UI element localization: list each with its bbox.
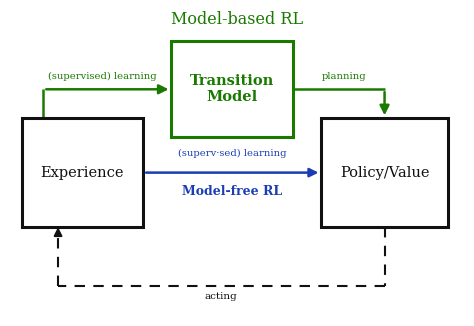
Text: planning: planning (321, 72, 366, 81)
Text: Model-based RL: Model-based RL (171, 11, 303, 28)
FancyArrowPatch shape (55, 228, 62, 236)
Text: Experience: Experience (41, 166, 124, 180)
FancyArrowPatch shape (46, 85, 166, 93)
Text: Transition
Model: Transition Model (190, 74, 274, 104)
Text: acting: acting (205, 292, 237, 301)
FancyBboxPatch shape (172, 41, 293, 137)
Text: (superv·sed) learning: (superv·sed) learning (178, 149, 287, 158)
Text: Model-free RL: Model-free RL (182, 185, 283, 199)
Text: (supervised) learning: (supervised) learning (48, 72, 157, 81)
FancyBboxPatch shape (321, 118, 448, 227)
FancyArrowPatch shape (381, 92, 389, 112)
FancyBboxPatch shape (21, 118, 143, 227)
FancyArrowPatch shape (146, 169, 316, 176)
Text: Policy/Value: Policy/Value (340, 166, 429, 180)
